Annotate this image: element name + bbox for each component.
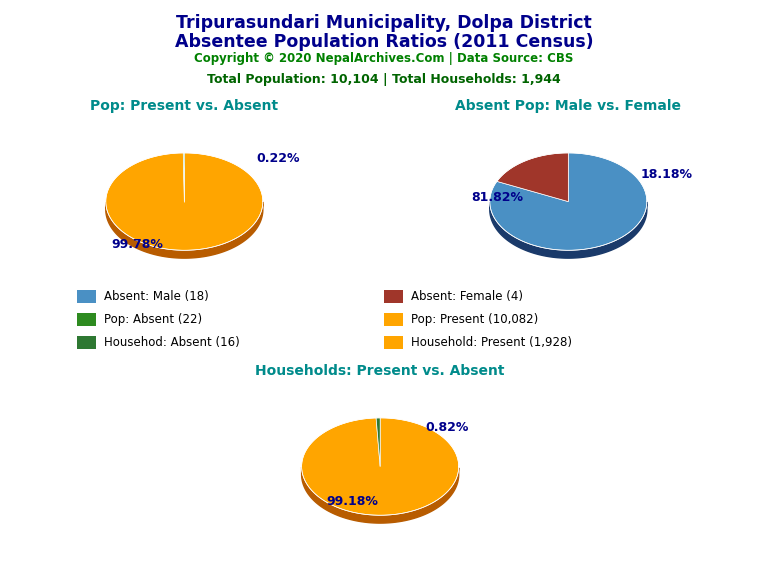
- Text: Pop: Present (10,082): Pop: Present (10,082): [411, 313, 538, 326]
- Text: 0.22%: 0.22%: [257, 152, 300, 165]
- Text: 81.82%: 81.82%: [472, 191, 524, 204]
- Text: 18.18%: 18.18%: [641, 168, 693, 181]
- Polygon shape: [490, 202, 647, 258]
- Text: Absent: Female (4): Absent: Female (4): [411, 290, 523, 303]
- Polygon shape: [376, 418, 380, 467]
- Polygon shape: [106, 202, 263, 258]
- Title: Pop: Present vs. Absent: Pop: Present vs. Absent: [91, 98, 278, 113]
- Polygon shape: [490, 153, 647, 251]
- Text: Tripurasundari Municipality, Dolpa District: Tripurasundari Municipality, Dolpa Distr…: [176, 14, 592, 32]
- Text: Pop: Absent (22): Pop: Absent (22): [104, 313, 202, 326]
- Title: Households: Present vs. Absent: Households: Present vs. Absent: [256, 363, 505, 378]
- Text: 99.78%: 99.78%: [111, 238, 163, 251]
- Polygon shape: [497, 153, 568, 202]
- Text: 0.82%: 0.82%: [425, 421, 468, 434]
- Text: Total Population: 10,104 | Total Households: 1,944: Total Population: 10,104 | Total Househo…: [207, 73, 561, 86]
- Polygon shape: [302, 467, 458, 523]
- Polygon shape: [106, 153, 263, 251]
- Text: Absent: Male (18): Absent: Male (18): [104, 290, 208, 303]
- Text: Household: Present (1,928): Household: Present (1,928): [411, 336, 572, 349]
- Text: Absentee Population Ratios (2011 Census): Absentee Population Ratios (2011 Census): [174, 33, 594, 51]
- Polygon shape: [302, 418, 458, 516]
- Title: Absent Pop: Male vs. Female: Absent Pop: Male vs. Female: [455, 98, 681, 113]
- Text: Copyright © 2020 NepalArchives.Com | Data Source: CBS: Copyright © 2020 NepalArchives.Com | Dat…: [194, 52, 574, 65]
- Text: 99.18%: 99.18%: [326, 495, 379, 509]
- Text: Househod: Absent (16): Househod: Absent (16): [104, 336, 240, 349]
